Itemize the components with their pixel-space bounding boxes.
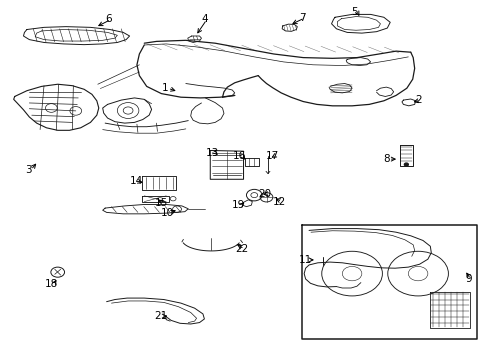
Text: 16: 16 [232, 150, 246, 161]
Text: 4: 4 [201, 14, 207, 24]
Text: 20: 20 [258, 189, 271, 199]
Text: 10: 10 [161, 208, 173, 218]
Text: 19: 19 [231, 200, 245, 210]
Text: 12: 12 [272, 197, 286, 207]
Text: 3: 3 [25, 165, 32, 175]
Circle shape [404, 163, 407, 166]
Text: 22: 22 [235, 244, 248, 254]
Text: 17: 17 [265, 150, 279, 161]
Text: 8: 8 [382, 154, 389, 164]
Text: 9: 9 [464, 274, 471, 284]
Text: 14: 14 [129, 176, 142, 186]
Text: 1: 1 [162, 83, 168, 93]
Text: 15: 15 [154, 198, 168, 208]
Text: 21: 21 [153, 311, 167, 321]
Text: 18: 18 [44, 279, 58, 289]
Text: 5: 5 [350, 6, 357, 17]
Text: 7: 7 [298, 13, 305, 23]
Text: 11: 11 [298, 255, 312, 265]
Text: 13: 13 [205, 148, 219, 158]
Text: 6: 6 [105, 14, 112, 24]
Text: 2: 2 [414, 95, 421, 105]
